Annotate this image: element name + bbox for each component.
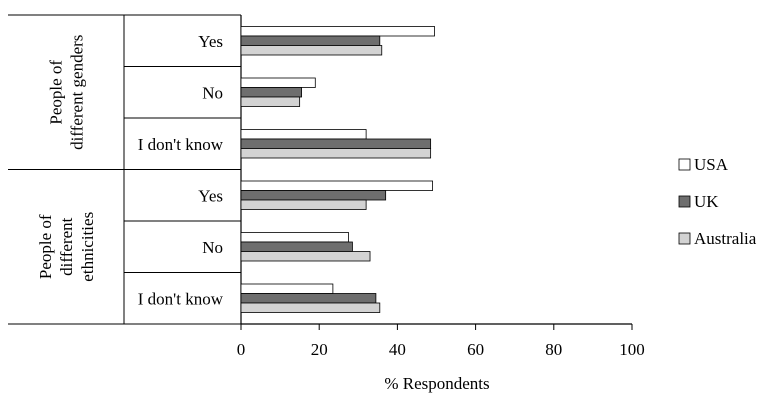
bar-usa	[240, 232, 349, 243]
bar-uk	[240, 241, 353, 252]
x-tick-label: 20	[311, 340, 328, 359]
group-label: People of different genders	[47, 35, 87, 150]
x-tick-label: 40	[389, 340, 406, 359]
category-label: Yes	[198, 32, 223, 51]
bar-usa	[240, 129, 367, 140]
x-axis-title: % Respondents	[384, 374, 489, 393]
bar-usa	[240, 26, 435, 37]
x-tick-label: 80	[545, 340, 562, 359]
bar-uk	[240, 190, 387, 201]
bar-australia	[240, 96, 301, 107]
bar-australia	[240, 251, 371, 262]
category-label: No	[202, 83, 223, 102]
bar-australia	[240, 199, 367, 210]
category-label: I don't know	[138, 135, 224, 154]
bar-australia	[240, 302, 381, 313]
bar-uk	[240, 35, 381, 46]
x-tick-label: 100	[619, 340, 645, 359]
category-label: I don't know	[138, 289, 224, 308]
category-labels: Yes No I don't know Yes No I don't know	[138, 32, 224, 309]
bar-usa	[240, 77, 316, 88]
bar-uk	[240, 293, 377, 304]
bar-uk	[240, 138, 432, 149]
x-tick-label: 0	[237, 340, 246, 359]
bar-usa	[240, 283, 334, 294]
legend-label-australia: Australia	[694, 229, 757, 248]
group-labels: People of different genders People of diffe…	[36, 35, 97, 282]
category-label: Yes	[198, 186, 223, 205]
category-label: No	[202, 238, 223, 257]
bar-australia	[240, 148, 432, 159]
chart-frame	[8, 14, 242, 325]
legend-swatch-usa	[678, 158, 691, 171]
legend-swatch-australia	[678, 232, 691, 245]
legend-swatch-uk	[678, 195, 691, 208]
bar-usa	[240, 180, 433, 191]
group-label: People of different ethnicities	[36, 212, 97, 282]
bar-australia	[240, 45, 383, 56]
bars	[240, 26, 435, 313]
legend: USA UK Australia	[678, 155, 757, 248]
legend-label-uk: UK	[694, 192, 719, 211]
legend-label-usa: USA	[694, 155, 729, 174]
x-tick-label: 60	[467, 340, 484, 359]
x-axis: 0 20 40 60 80 100	[237, 323, 645, 359]
bar-uk	[240, 87, 303, 98]
